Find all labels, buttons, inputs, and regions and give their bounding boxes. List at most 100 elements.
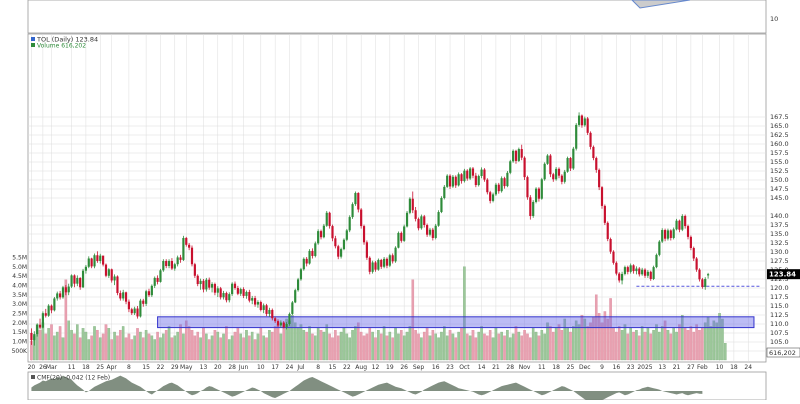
candle-body-46 [162, 261, 165, 271]
volume-bar-92 [293, 322, 297, 361]
candle-body-52 [179, 257, 182, 260]
candle-body-141 [434, 225, 437, 238]
date-tick-label-9: 22 [157, 364, 165, 371]
volume-bar-38 [139, 331, 142, 361]
volume-bar-182 [551, 331, 555, 361]
volume-bar-26 [104, 324, 108, 361]
date-tick-label-22: 22 [343, 364, 351, 371]
volume-bar-200 [603, 311, 607, 361]
candle-body-146 [448, 175, 452, 187]
volume-bar-74 [242, 337, 245, 361]
candle-body-39 [142, 300, 145, 304]
support-zone [157, 316, 755, 329]
candle-body-4 [41, 313, 44, 328]
volume-bar-119 [371, 331, 374, 361]
volume-bar-140 [431, 329, 435, 361]
candle-body-42 [150, 285, 153, 296]
candle-body-208 [626, 267, 629, 272]
candle-body-129 [400, 232, 403, 241]
candle-body-43 [153, 277, 156, 286]
volume-bar-190 [574, 320, 578, 361]
volume-bar-89 [285, 318, 288, 361]
date-tick-label-42: 2025 [637, 364, 652, 371]
volume-bar-192 [580, 315, 584, 361]
volume-bar-87 [279, 333, 283, 361]
volume-bar-122 [379, 333, 383, 361]
volume-bar-198 [597, 313, 601, 361]
volume-bars [30, 266, 727, 361]
candle-body-114 [357, 192, 360, 210]
price-tick-label-13: 135.0 [770, 230, 789, 238]
candles [30, 112, 710, 346]
volume-bar-242 [723, 343, 727, 361]
candle-body-92 [294, 290, 297, 303]
volume-bar-105 [331, 337, 334, 361]
candle-body-16 [76, 277, 79, 284]
volume-bar-211 [635, 329, 638, 361]
volume-bar-156 [477, 331, 481, 361]
candle-body-222 [666, 230, 670, 239]
price-tick-label-6: 117.5 [770, 293, 789, 301]
price-tick-label-23: 162.5 [770, 131, 789, 139]
candle-body-71 [233, 283, 237, 288]
candle-body-122 [380, 259, 383, 267]
volume-bar-93 [296, 328, 300, 361]
volume-bar-110 [345, 333, 349, 361]
candle-body-78 [253, 298, 257, 305]
volume-bar-185 [560, 329, 564, 361]
candle-body-139 [428, 229, 432, 235]
candle-body-230 [689, 236, 692, 249]
volume-bar-210 [632, 331, 635, 361]
volume-bar-31 [119, 329, 122, 361]
volume-bar-149 [457, 331, 460, 361]
date-tick-label-41: 23 [627, 364, 635, 371]
candle-body-84 [271, 309, 274, 319]
volume-bar-33 [124, 337, 128, 361]
candle-body-26 [104, 264, 108, 276]
volume-bar-98 [311, 333, 314, 361]
candle-body-227 [681, 216, 684, 230]
candle-body-192 [580, 115, 584, 126]
volume-bar-113 [354, 326, 357, 361]
volume-bar-95 [302, 329, 306, 361]
price-tick-label-19: 152.5 [770, 167, 789, 175]
volume-bar-107 [336, 335, 340, 361]
date-tick-label-27: Sep [413, 364, 425, 371]
candle-body-48 [167, 261, 171, 267]
candle-body-209 [629, 265, 632, 272]
price-tick-label-11: 130.0 [770, 248, 789, 256]
volume-tick-label-2: 1.5M [12, 329, 27, 336]
candle-body-127 [394, 247, 397, 262]
volume-value-tag: 616,202 [766, 347, 800, 358]
volume-bar-155 [474, 337, 478, 361]
candle-body-184 [557, 168, 561, 176]
candle-body-37 [136, 308, 139, 317]
volume-bar-79 [256, 333, 260, 361]
volume-bar-194 [586, 326, 589, 361]
candle-body-174 [529, 197, 532, 216]
candle-body-191 [577, 115, 581, 125]
candle-body-125 [388, 255, 391, 266]
candle-body-2 [36, 324, 39, 335]
candle-body-232 [695, 258, 698, 270]
date-axis: 20 26 Mar 11 18 25 Apr 8 15 22 29 May 13 20 28 Jun 10 17 2… [28, 364, 753, 371]
date-tick-label-35: 11 [538, 364, 546, 371]
volume-bar-153 [468, 335, 472, 361]
candle-body-38 [139, 300, 142, 317]
candle-body-18 [81, 270, 85, 288]
candle-body-178 [540, 179, 543, 199]
candle-body-116 [362, 226, 366, 243]
candle-body-115 [360, 209, 363, 227]
candle-body-33 [124, 292, 128, 302]
volume-bar-178 [540, 329, 544, 361]
volume-bar-227 [680, 315, 684, 361]
volume-bar-134 [414, 329, 417, 361]
volume-bar-70 [230, 335, 234, 361]
volume-bar-231 [692, 331, 696, 361]
price-tick-label-16: 145.0 [770, 194, 789, 202]
candle-body-182 [552, 174, 555, 180]
volume-bar-46 [162, 333, 165, 361]
candle-body-150 [460, 174, 463, 182]
candle-body-77 [251, 298, 254, 301]
volume-bar-133 [411, 279, 415, 361]
